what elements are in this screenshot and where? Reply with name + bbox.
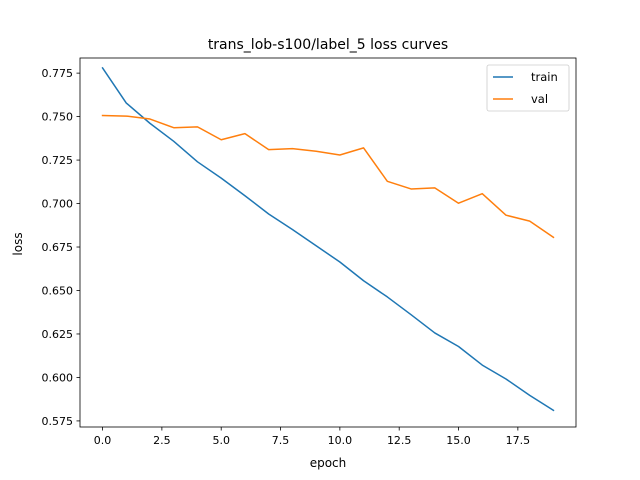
y-tick-label: 0.600 [42, 371, 74, 384]
y-tick-label: 0.750 [42, 111, 74, 124]
y-tick-label: 0.625 [42, 328, 74, 341]
series-line-val [101, 114, 555, 239]
legend-label-val: val [531, 92, 548, 106]
y-tick-label: 0.575 [42, 415, 74, 428]
x-tick-label: 2.5 [153, 434, 171, 447]
plot-area: 0.0 2.5 5.0 7.5 10.0 12.5 15.0 17.5 0.575 0.600 0.… [42, 57, 577, 447]
y-tick-label: 0.725 [42, 154, 74, 167]
axes-frame [79, 57, 577, 428]
y-tick-label: 0.700 [42, 198, 74, 211]
chart-title: trans_lob-s100/label_5 loss curves [208, 37, 448, 53]
y-axis-label: loss [11, 232, 25, 255]
y-tick-label: 0.675 [42, 241, 74, 254]
x-tick-label: 17.5 [506, 434, 531, 447]
x-tick-label: 12.5 [387, 434, 412, 447]
x-tick-label: 0.0 [94, 434, 112, 447]
y-tick-label: 0.650 [42, 284, 74, 297]
y-tick-label: 0.775 [42, 67, 74, 80]
legend-label-train: train [531, 70, 558, 84]
series-line-train [101, 66, 555, 412]
x-tick-label: 15.0 [446, 434, 471, 447]
x-axis-label: epoch [310, 456, 347, 470]
x-tick-label: 5.0 [212, 434, 230, 447]
x-tick-label: 7.5 [272, 434, 290, 447]
x-tick-label: 10.0 [328, 434, 353, 447]
